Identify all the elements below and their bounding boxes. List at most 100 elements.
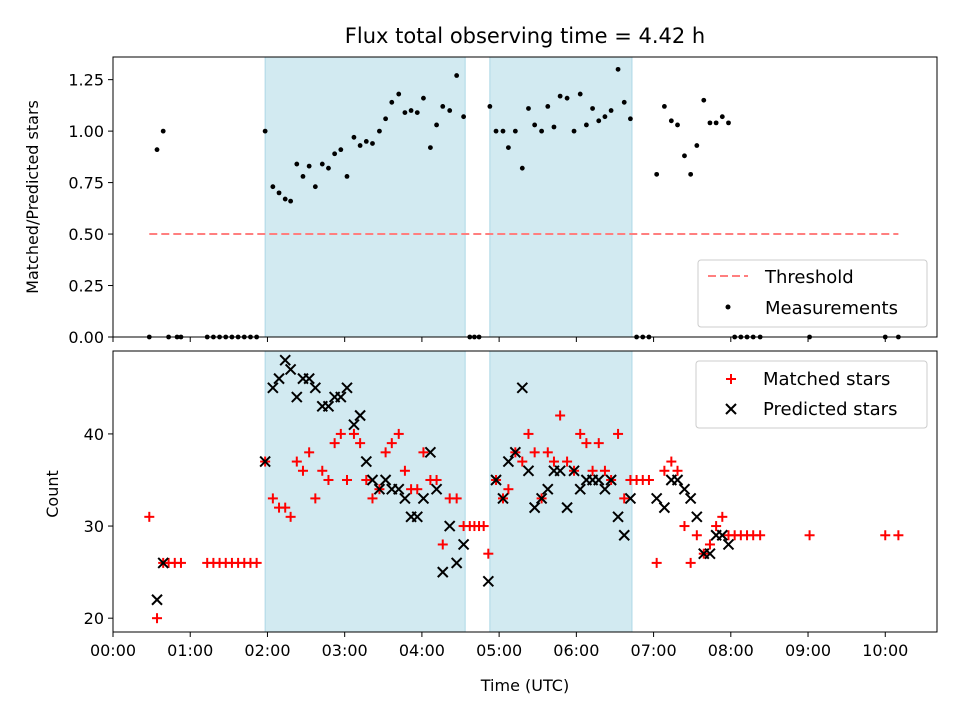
measurement-point xyxy=(726,120,731,126)
predicted-star-point xyxy=(399,492,411,505)
measurement-point xyxy=(608,108,614,113)
bottom-y-tick-label: 30 xyxy=(84,517,104,536)
top-y-tick-label: 1.00 xyxy=(68,122,104,141)
bottom-x-tick-label: 04:00 xyxy=(399,641,445,660)
predicted-star-point xyxy=(284,363,297,376)
measurement-point xyxy=(396,91,402,97)
measurement-point xyxy=(427,145,433,150)
measurements-legend-label: Measurements xyxy=(765,298,898,319)
predicted-star-point xyxy=(490,474,502,486)
top-y-tick-label: 0.75 xyxy=(68,174,104,193)
matched-star-point xyxy=(478,521,489,532)
matched-star-point xyxy=(880,530,891,541)
measurement-point xyxy=(707,120,713,126)
matched-star-point xyxy=(704,539,715,550)
matched-star-point xyxy=(503,484,514,495)
predicted-star-point xyxy=(605,474,617,486)
matched-star-point xyxy=(144,511,155,522)
matched-star-point xyxy=(755,530,766,541)
top-shaded-region xyxy=(264,56,466,338)
measurement-point xyxy=(675,122,680,128)
matched-star-point xyxy=(666,456,677,467)
matched-star-point xyxy=(659,465,670,476)
predicted-star-point xyxy=(291,391,303,403)
predicted-legend-marker xyxy=(725,403,737,415)
measurement-point xyxy=(621,99,627,105)
matched-star-point xyxy=(431,474,442,485)
measurement-point xyxy=(262,128,268,134)
measurement-point xyxy=(454,73,460,78)
predicted-star-point xyxy=(554,465,566,477)
measurement-point xyxy=(654,171,660,177)
matched-star-point xyxy=(152,613,163,624)
predicted-star-point xyxy=(568,465,580,477)
measurement-point xyxy=(306,163,312,169)
matched-star-point xyxy=(451,493,462,504)
predicted-star-point xyxy=(366,474,379,486)
predicted-star-point xyxy=(417,492,430,505)
measurement-point xyxy=(493,128,499,134)
bottom-y-tick-label: 20 xyxy=(84,609,104,628)
measurement-point xyxy=(421,95,426,101)
measurement-point xyxy=(577,91,583,97)
x-axis-label: Time (UTC) xyxy=(480,676,569,695)
bottom-legend: Matched stars Predicted stars xyxy=(695,360,928,429)
predicted-star-point xyxy=(360,455,373,468)
matched-star-point xyxy=(412,484,423,495)
predicted-star-point xyxy=(678,483,691,495)
predicted-star-point xyxy=(704,547,716,560)
measurement-point xyxy=(615,66,621,72)
predicted-star-point xyxy=(341,382,353,394)
measurement-point xyxy=(312,184,318,190)
threshold-legend-label: Threshold xyxy=(764,267,854,288)
measurement-point xyxy=(389,99,395,105)
predicted-star-point xyxy=(437,566,449,578)
predicted-star-point xyxy=(443,520,456,532)
matched-legend-label: Matched stars xyxy=(763,369,890,390)
matched-star-point xyxy=(280,502,291,513)
matched-star-point xyxy=(341,474,352,485)
measurement-point xyxy=(282,196,288,202)
measurement-point xyxy=(300,174,306,179)
matched-star-point xyxy=(483,548,494,559)
matched-star-point xyxy=(317,465,328,476)
measurement-point xyxy=(351,134,357,140)
predicted-star-point xyxy=(671,474,684,486)
predicted-star-point xyxy=(267,382,279,394)
predicted-star-point xyxy=(502,455,515,468)
matched-star-point xyxy=(297,465,308,476)
measurement-point xyxy=(440,104,446,109)
predicted-star-point xyxy=(457,538,470,551)
top-shaded-region xyxy=(489,56,633,338)
measurement-point xyxy=(668,118,674,124)
top-plot-frame xyxy=(112,56,938,338)
predicted-star-point xyxy=(574,483,586,495)
bottom-plot-frame xyxy=(112,350,938,633)
top-y-tick-label: 0.50 xyxy=(68,225,104,244)
top-y-tick-label: 0.25 xyxy=(68,277,104,296)
predicted-star-point xyxy=(650,492,663,505)
measurement-point xyxy=(628,116,633,122)
measurement-point xyxy=(719,114,725,120)
bottom-legend-box xyxy=(695,360,928,429)
predicted-star-point xyxy=(535,492,548,505)
measurement-point xyxy=(505,145,511,150)
measurement-point xyxy=(487,104,493,109)
predicted-star-point xyxy=(624,492,637,505)
measurement-point xyxy=(551,124,557,130)
measurements-legend-marker xyxy=(725,304,731,310)
predicted-star-point xyxy=(599,483,611,495)
matched-star-point xyxy=(593,438,604,449)
measurement-point xyxy=(363,139,369,144)
bottom-shaded-region xyxy=(489,350,633,633)
measurement-point xyxy=(414,110,420,115)
bottom-x-tick-label: 10:00 xyxy=(862,641,908,660)
measurement-point xyxy=(377,128,382,134)
predicted-star-point xyxy=(658,501,671,514)
matched-star-point xyxy=(393,428,404,439)
bottom-y-axis-label: Count xyxy=(43,470,62,518)
bottom-x-tick-label: 05:00 xyxy=(476,641,522,660)
predicted-star-point xyxy=(424,446,437,459)
predicted-star-point xyxy=(722,538,735,551)
predicted-star-point xyxy=(509,446,522,459)
